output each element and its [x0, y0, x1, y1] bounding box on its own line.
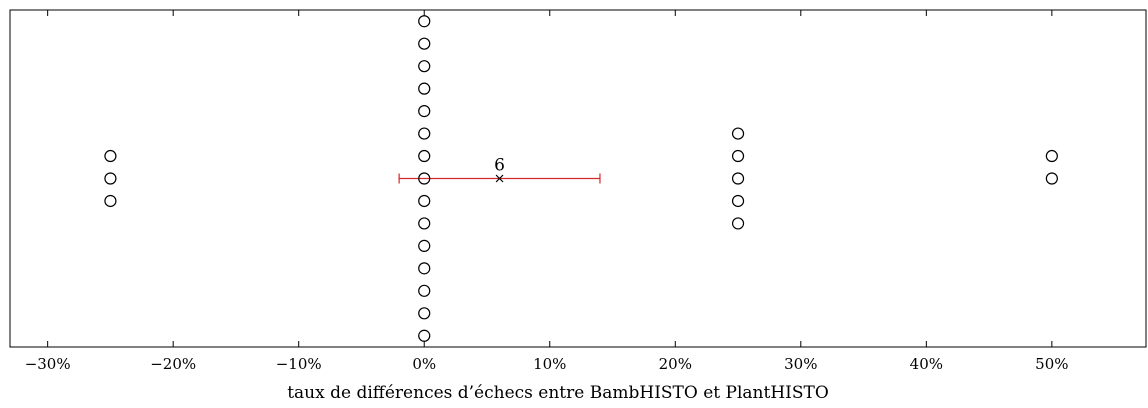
data-point [104, 149, 117, 163]
x-tick-label: −30% [25, 355, 71, 373]
plot-frame [9, 9, 1147, 348]
x-tick-label: −10% [276, 355, 322, 373]
data-point [731, 127, 745, 140]
data-point [418, 15, 431, 28]
data-point [731, 172, 745, 185]
x-tick-label: −20% [150, 355, 196, 373]
data-points [104, 15, 1058, 342]
data-point [418, 82, 431, 95]
mean-marker [495, 174, 504, 183]
data-point [731, 217, 745, 230]
x-tick-label: 10% [533, 355, 566, 373]
x-tick-label: 0% [412, 355, 436, 373]
data-point [418, 172, 431, 185]
data-point [731, 194, 745, 208]
x-tick-labels: −30% −20% −10% 0% 10% 20% 30% 40% 50% [25, 355, 1069, 373]
data-point [1045, 172, 1058, 185]
x-ticks [47, 10, 1053, 347]
data-point [418, 104, 431, 118]
data-point [418, 239, 431, 252]
data-point [104, 194, 117, 208]
error-bar [398, 173, 601, 184]
x-tick-label: 40% [910, 355, 943, 373]
x-tick-label: 20% [659, 355, 692, 373]
data-point [418, 127, 431, 140]
plot-border [9, 9, 1147, 348]
data-point [1045, 149, 1058, 163]
data-point [418, 262, 431, 275]
x-tick-label: 30% [784, 355, 817, 373]
data-point [418, 60, 431, 73]
data-point [418, 194, 431, 208]
data-point [418, 284, 431, 297]
data-point [418, 329, 431, 342]
data-point [418, 37, 431, 50]
x-axis-title: taux de différences d’échecs entre BambH… [287, 383, 829, 403]
data-point [418, 149, 431, 163]
data-point [418, 217, 431, 230]
x-tick-label: 50% [1035, 355, 1068, 373]
data-point [731, 149, 745, 163]
mean-label: 6 [494, 156, 505, 176]
data-point [418, 307, 431, 320]
data-point [104, 172, 117, 185]
